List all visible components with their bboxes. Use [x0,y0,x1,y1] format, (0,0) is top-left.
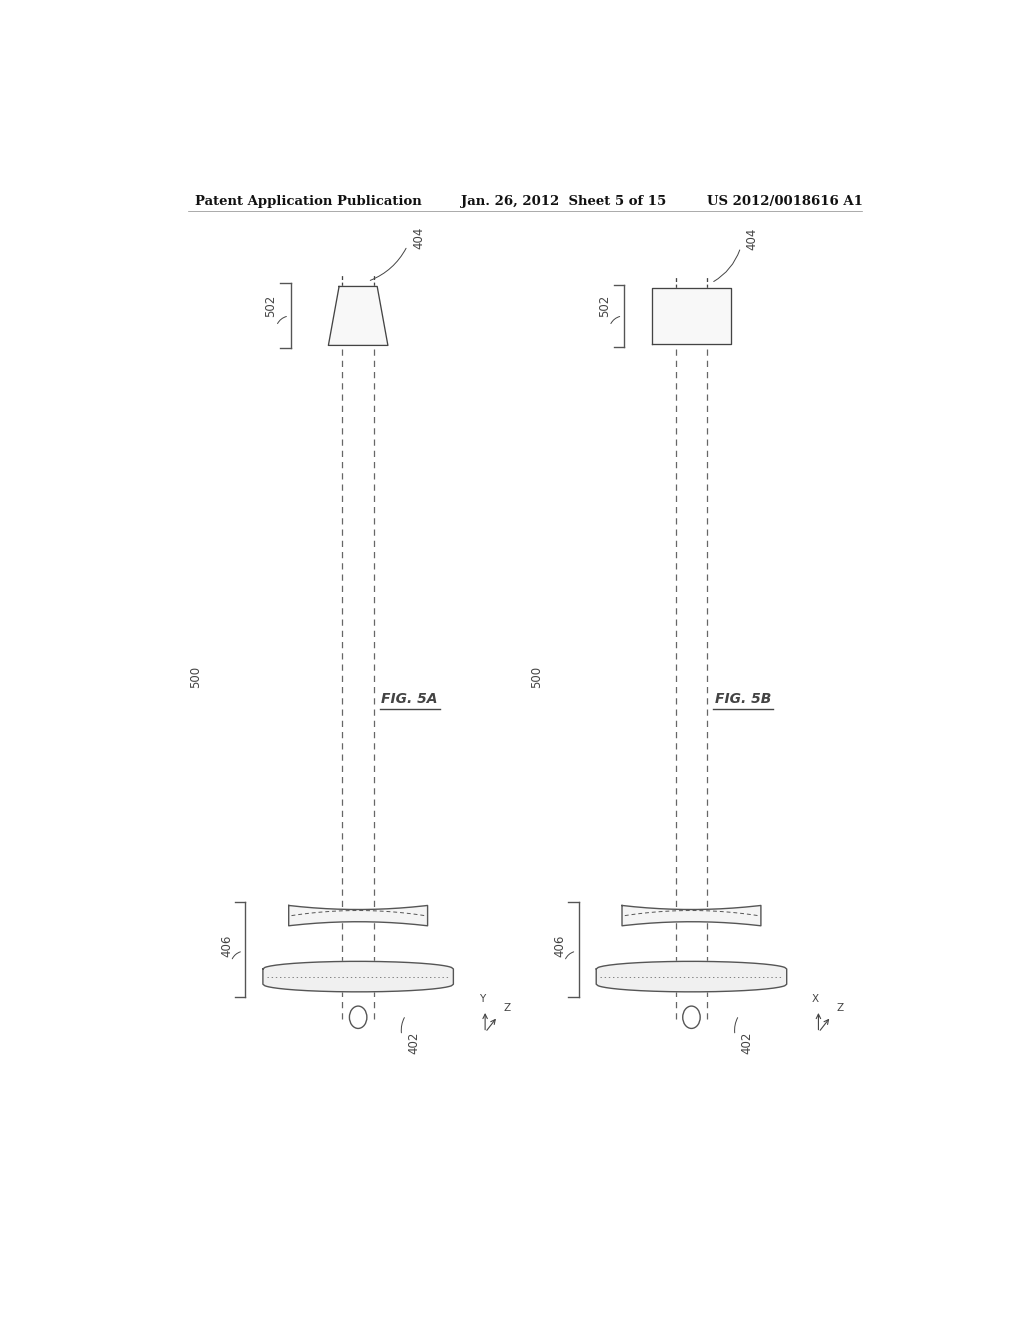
Text: X: X [812,994,819,1005]
Text: Y: Y [479,994,485,1005]
Text: 402: 402 [740,1031,754,1053]
Text: 500: 500 [189,665,202,688]
Text: FIG. 5B: FIG. 5B [715,692,771,706]
Text: 500: 500 [530,665,543,688]
Text: FIG. 5A: FIG. 5A [382,692,438,706]
Text: 402: 402 [408,1031,420,1053]
Text: 404: 404 [745,228,759,251]
Text: 502: 502 [598,294,610,317]
Text: Jan. 26, 2012  Sheet 5 of 15: Jan. 26, 2012 Sheet 5 of 15 [461,194,667,207]
Polygon shape [596,961,786,991]
Polygon shape [622,906,761,925]
Text: 406: 406 [553,935,566,957]
Text: 406: 406 [220,935,232,957]
Polygon shape [263,961,454,991]
Text: Z: Z [503,1003,510,1014]
Polygon shape [289,906,428,925]
Polygon shape [651,288,731,345]
Text: 502: 502 [264,294,278,317]
Text: 404: 404 [412,227,425,249]
Text: US 2012/0018616 A1: US 2012/0018616 A1 [708,194,863,207]
Text: Patent Application Publication: Patent Application Publication [196,194,422,207]
Text: Z: Z [837,1003,844,1014]
Polygon shape [329,286,388,346]
